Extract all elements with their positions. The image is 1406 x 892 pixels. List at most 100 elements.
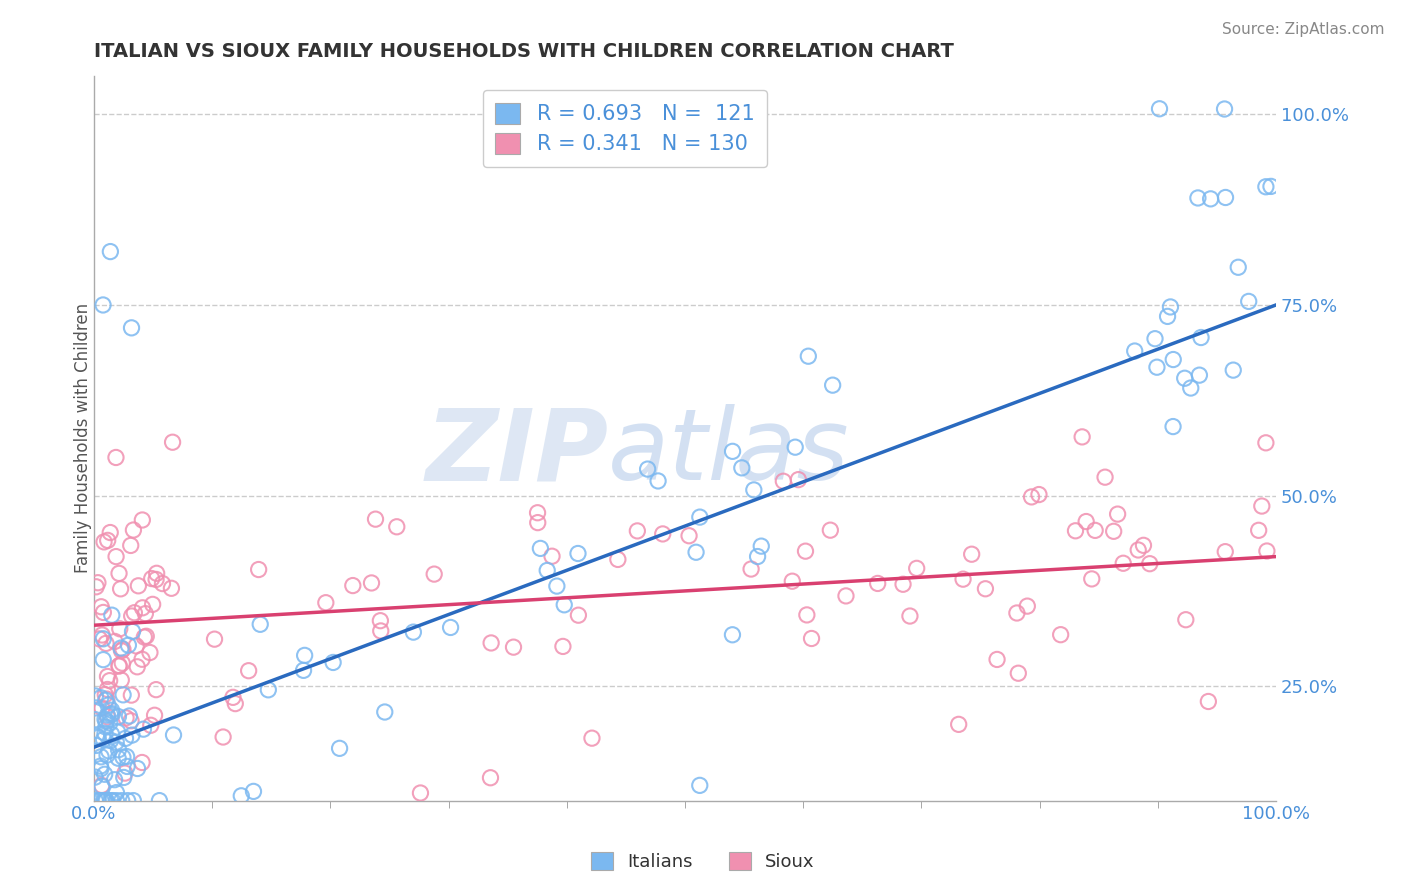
Point xyxy=(89,632,111,646)
Point xyxy=(107,743,129,757)
Text: ZIP: ZIP xyxy=(425,404,609,501)
Point xyxy=(721,628,744,642)
Point xyxy=(651,527,673,541)
Point xyxy=(145,566,167,581)
Point xyxy=(117,638,139,652)
Point xyxy=(127,660,149,674)
Point xyxy=(84,739,107,753)
Point xyxy=(91,628,114,642)
Point xyxy=(105,794,128,808)
Point xyxy=(1143,332,1166,346)
Point xyxy=(84,580,107,594)
Point xyxy=(800,632,823,646)
Point xyxy=(124,606,146,620)
Point xyxy=(1199,192,1222,206)
Point xyxy=(90,762,112,776)
Point xyxy=(204,632,226,647)
Point xyxy=(91,653,114,667)
Point xyxy=(315,596,337,610)
Point xyxy=(526,516,548,530)
Point xyxy=(1247,524,1270,538)
Point xyxy=(1146,360,1168,375)
Point xyxy=(162,728,184,742)
Point xyxy=(1132,538,1154,552)
Point xyxy=(114,731,136,746)
Point xyxy=(93,794,115,808)
Point xyxy=(731,461,754,475)
Point xyxy=(567,608,589,623)
Point xyxy=(626,524,648,538)
Point xyxy=(87,731,110,745)
Point xyxy=(115,759,138,773)
Point xyxy=(342,578,364,592)
Point xyxy=(721,444,744,458)
Point xyxy=(84,701,107,715)
Point xyxy=(94,693,117,707)
Point xyxy=(96,794,118,808)
Point xyxy=(93,794,115,808)
Point xyxy=(374,705,396,719)
Point xyxy=(402,625,425,640)
Point xyxy=(93,767,115,781)
Point xyxy=(152,576,174,591)
Point xyxy=(87,575,110,590)
Point xyxy=(1156,310,1178,324)
Point xyxy=(322,656,344,670)
Point xyxy=(1227,260,1250,275)
Point xyxy=(101,794,124,808)
Point xyxy=(257,682,280,697)
Point xyxy=(797,349,820,363)
Point xyxy=(114,766,136,780)
Point xyxy=(787,473,810,487)
Point xyxy=(526,506,548,520)
Point xyxy=(90,794,112,808)
Point xyxy=(1159,300,1181,314)
Point xyxy=(107,751,129,765)
Point xyxy=(866,576,889,591)
Point xyxy=(1084,524,1107,538)
Point xyxy=(117,794,139,808)
Point xyxy=(112,771,135,785)
Point xyxy=(100,794,122,808)
Point xyxy=(162,435,184,450)
Point xyxy=(91,298,114,312)
Point xyxy=(110,641,132,656)
Point xyxy=(86,729,108,743)
Point xyxy=(98,716,121,731)
Point xyxy=(108,658,131,673)
Y-axis label: Family Households with Children: Family Households with Children xyxy=(75,303,91,574)
Point xyxy=(238,664,260,678)
Point xyxy=(118,709,141,723)
Point xyxy=(1254,179,1277,194)
Point xyxy=(145,573,167,587)
Point xyxy=(439,620,461,634)
Point xyxy=(96,692,118,706)
Point xyxy=(581,731,603,746)
Point xyxy=(1094,470,1116,484)
Point xyxy=(105,786,128,800)
Point xyxy=(98,525,121,540)
Point xyxy=(94,712,117,726)
Point xyxy=(1161,419,1184,434)
Point xyxy=(97,533,120,548)
Point xyxy=(1188,368,1211,383)
Point xyxy=(685,545,707,559)
Point xyxy=(91,632,114,646)
Point xyxy=(1250,499,1272,513)
Point xyxy=(567,547,589,561)
Point xyxy=(247,562,270,576)
Point xyxy=(121,609,143,624)
Point xyxy=(84,770,107,784)
Point xyxy=(294,648,316,663)
Point xyxy=(1213,102,1236,116)
Point xyxy=(1107,507,1129,521)
Point xyxy=(1187,191,1209,205)
Point xyxy=(905,561,928,575)
Point xyxy=(121,624,143,639)
Point xyxy=(1161,352,1184,367)
Point xyxy=(1180,381,1202,395)
Point xyxy=(148,794,170,808)
Point xyxy=(329,741,352,756)
Point xyxy=(370,624,392,638)
Point xyxy=(132,722,155,736)
